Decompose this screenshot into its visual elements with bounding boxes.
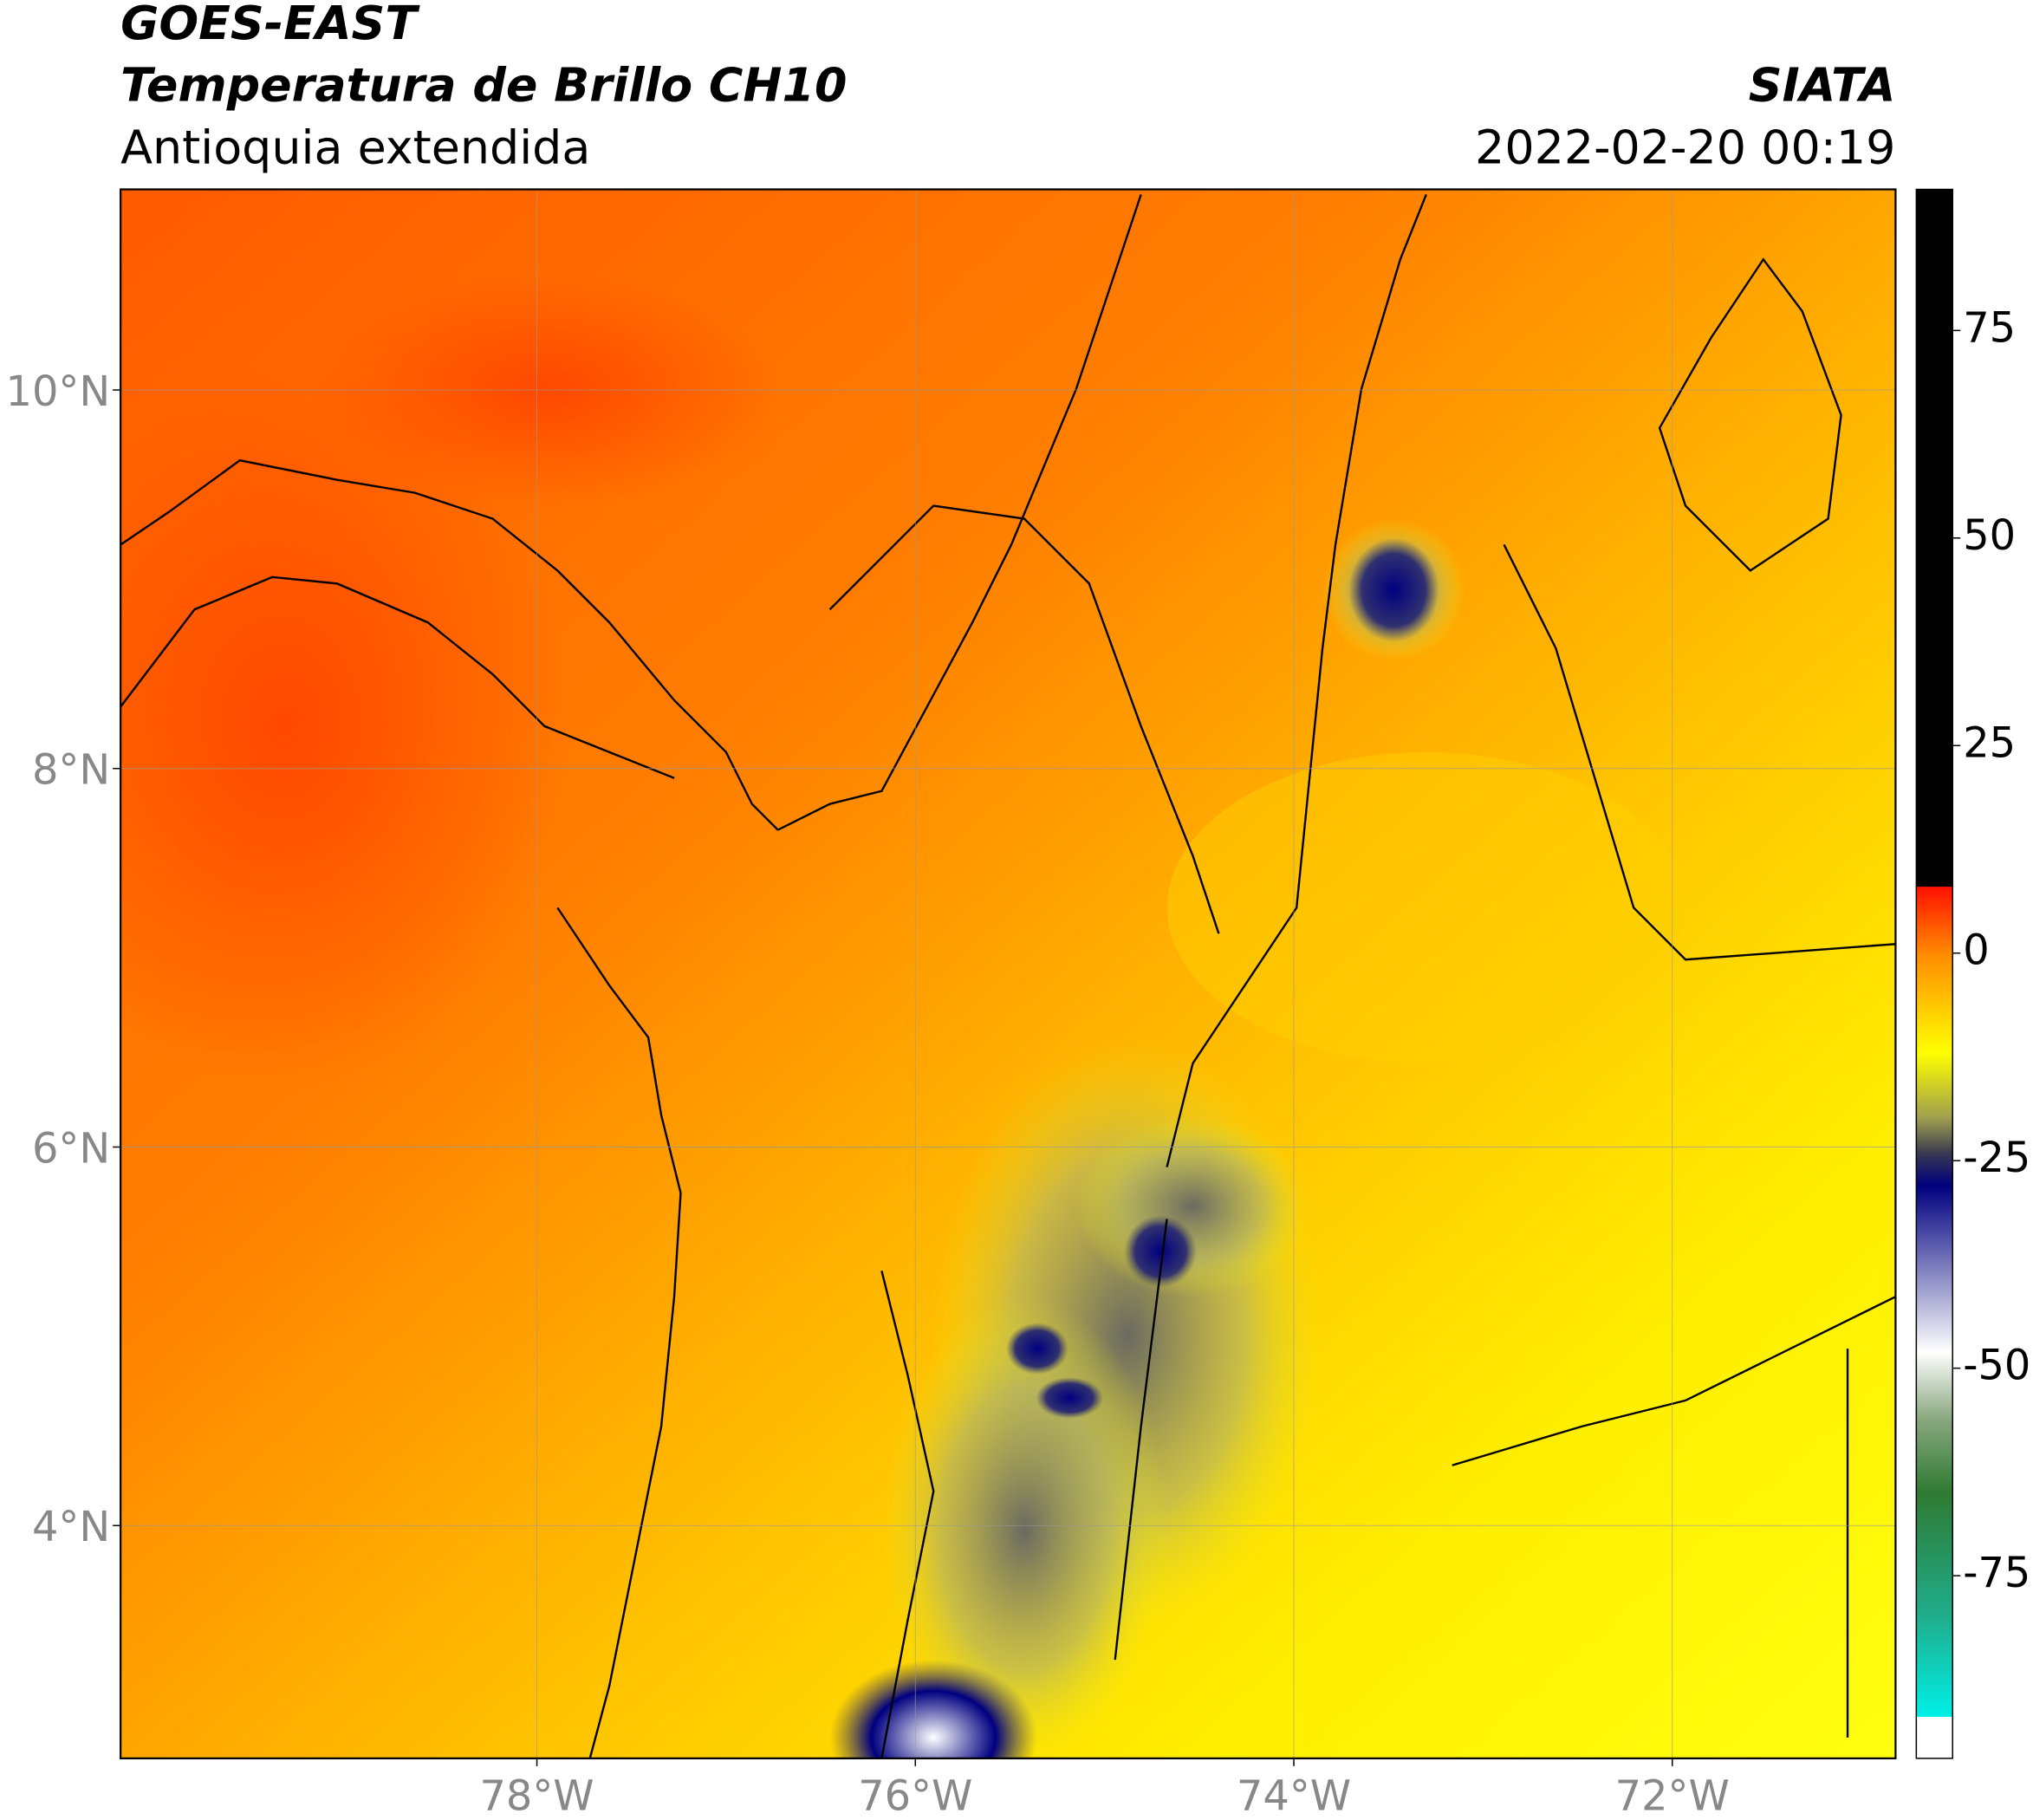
map-frame: [120, 188, 1897, 1759]
colorbar-segment: [1916, 1617, 1953, 1718]
colorbar-segment: [1916, 189, 1953, 887]
y-tick-label: 8°N: [32, 747, 110, 795]
colorbar-tick-label: 0: [1963, 927, 1989, 975]
datetime: 2022-02-20 00:19: [1475, 120, 1895, 175]
colorbar-segment: [1916, 1716, 1953, 1759]
colorbar-segment: [1916, 952, 1953, 1054]
coastlines: [120, 194, 1896, 1759]
colorbar-tick-label: 50: [1963, 512, 2016, 560]
colorbar-tick-label: 25: [1963, 719, 2016, 767]
colorbar: 75 50 25 0 -25 -50 -75: [1915, 188, 2030, 1759]
region: Antioquia extendida: [120, 120, 590, 175]
colorbar-tick-label: -25: [1963, 1134, 2030, 1182]
colorbar-segment: [1916, 887, 1953, 954]
y-tick-label: 4°N: [32, 1504, 110, 1551]
colorbar-segment: [1916, 1492, 1953, 1618]
colorbar-frame: [1915, 188, 1953, 1759]
x-tick-label: 74°W: [1237, 1773, 1351, 1820]
subtitle: Temperatura de Brillo CH10: [120, 58, 847, 113]
x-tick-label: 72°W: [1615, 1773, 1730, 1820]
x-tick-label: 76°W: [858, 1773, 972, 1820]
colorbar-tick-label: -75: [1963, 1550, 2030, 1597]
colorbar-segment: [1916, 1152, 1953, 1186]
colorbar-segment: [1916, 1185, 1953, 1353]
y-tick-label: 10°N: [6, 368, 111, 416]
colorbar-segment: [1916, 1351, 1953, 1419]
colorbar-tick-label: -50: [1963, 1342, 2030, 1390]
y-tick-label: 6°N: [32, 1125, 110, 1173]
x-tick-label: 78°W: [479, 1773, 594, 1820]
colorbar-tick-label: 75: [1963, 304, 2016, 352]
colorbar-segment: [1916, 1052, 1953, 1121]
colorbar-segment: [1916, 1119, 1953, 1154]
colorbar-segment: [1916, 1418, 1953, 1494]
title: GOES-EAST: [120, 0, 420, 50]
graticule: [113, 189, 1896, 1766]
source: SIATA: [1749, 58, 1896, 113]
satellite-field: [120, 189, 1896, 1758]
